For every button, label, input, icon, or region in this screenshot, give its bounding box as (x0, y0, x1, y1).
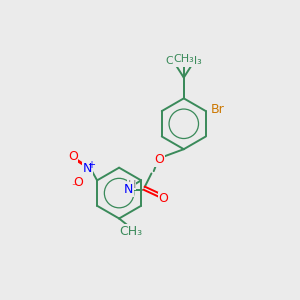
Text: CH₃: CH₃ (173, 54, 194, 64)
Text: CH₃: CH₃ (165, 56, 186, 66)
Text: O: O (74, 176, 84, 189)
Text: O: O (68, 150, 78, 163)
Text: ⁻: ⁻ (71, 182, 77, 192)
Text: H: H (128, 179, 136, 190)
Text: N: N (124, 183, 133, 196)
Text: CH₃: CH₃ (119, 225, 142, 238)
Text: +: + (87, 160, 95, 170)
Text: Br: Br (211, 103, 225, 116)
Text: O: O (158, 192, 168, 206)
Text: CH₃: CH₃ (182, 56, 202, 66)
Text: O: O (154, 153, 164, 166)
Text: N: N (82, 162, 92, 175)
